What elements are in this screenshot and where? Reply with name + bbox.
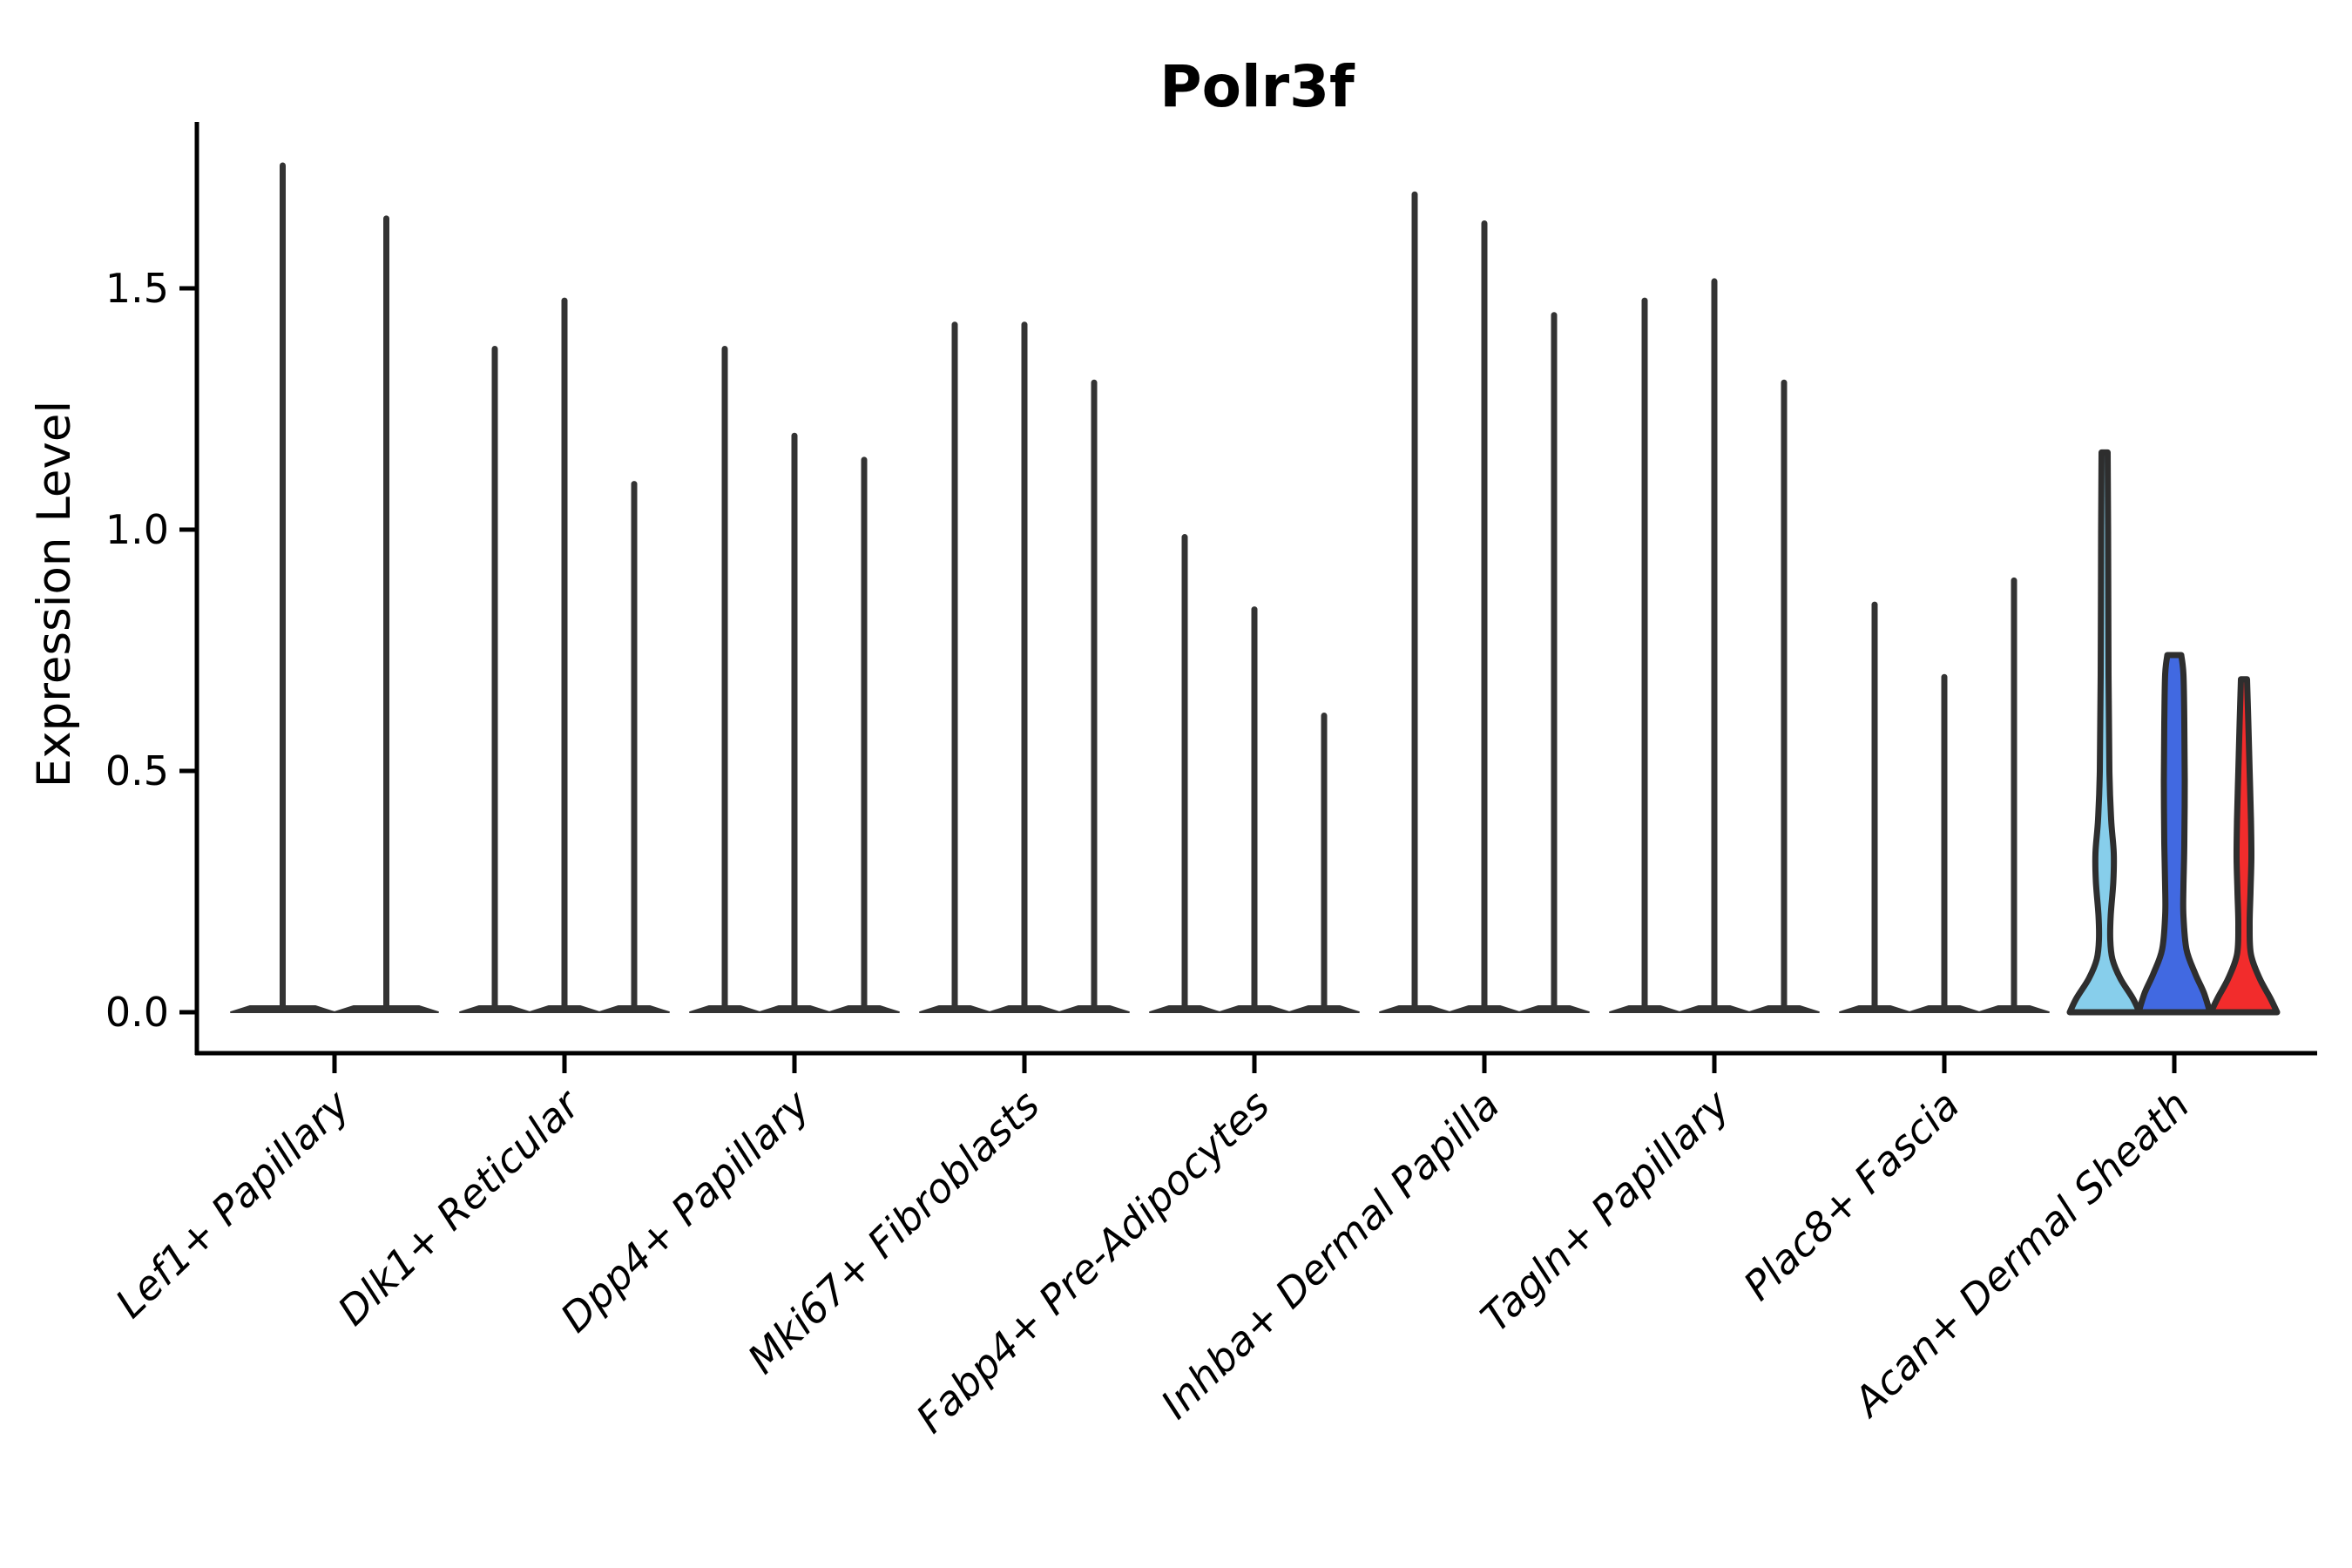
violin-9-3 [2207,676,2281,1016]
y-tick-label-1: 0.5 [105,747,169,794]
y-axis-label: Expression Level [28,401,81,787]
y-tick-label-2: 1.0 [105,506,169,553]
chart-title: Polr3f [1159,53,1355,120]
y-tick-label-3: 1.5 [105,265,169,312]
y-tick-label-0: 0.0 [105,989,169,1036]
